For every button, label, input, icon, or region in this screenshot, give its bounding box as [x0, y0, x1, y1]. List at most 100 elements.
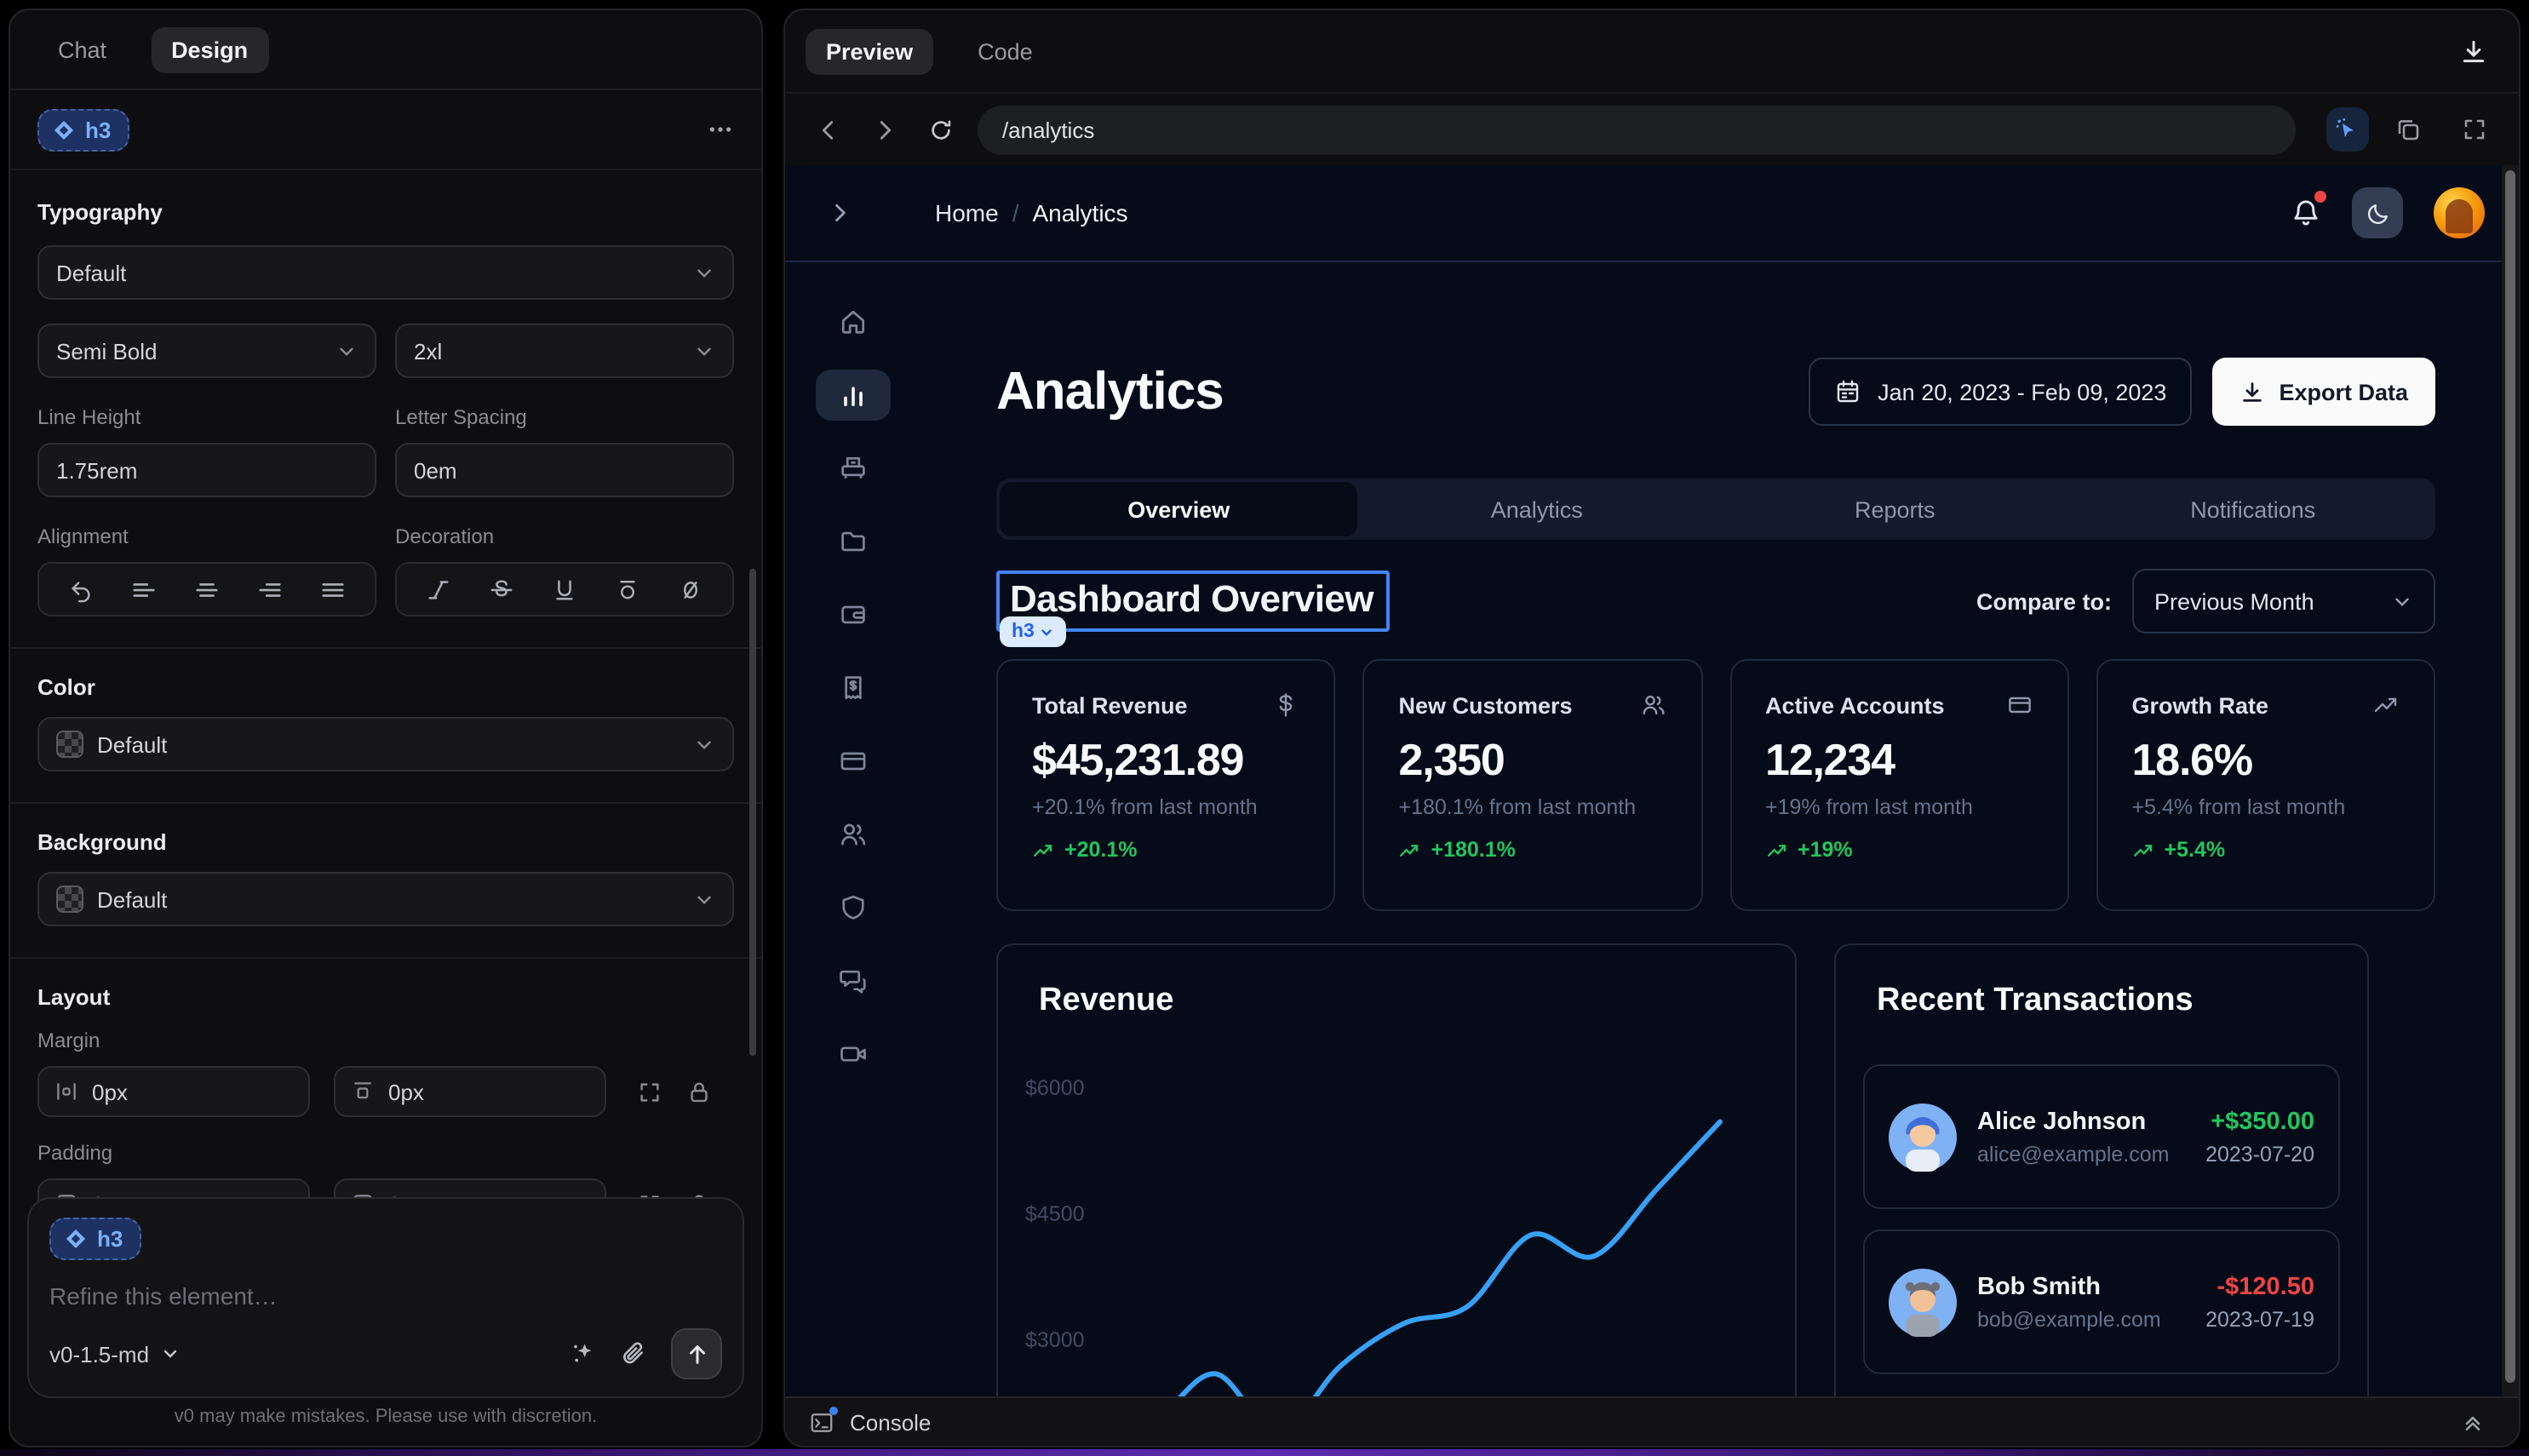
- select-cursor-icon: [2337, 118, 2354, 138]
- align-left-button[interactable]: [122, 569, 166, 610]
- back-button[interactable]: [809, 109, 848, 150]
- italic-button[interactable]: [416, 569, 461, 610]
- notifications-button[interactable]: [2291, 191, 2326, 228]
- copy-button[interactable]: [2388, 109, 2428, 150]
- preview-scrollbar[interactable]: [2502, 165, 2519, 1396]
- revenue-line: [1178, 1119, 1723, 1396]
- page-title: Analytics: [996, 361, 1224, 421]
- font-weight-select[interactable]: Semi Bold: [37, 324, 376, 378]
- tab-analytics[interactable]: Analytics: [1490, 496, 1583, 522]
- chevrons-up-icon: [2465, 1416, 2480, 1431]
- tab-design[interactable]: Design: [151, 26, 269, 72]
- selected-element-row: h3: [10, 90, 761, 170]
- sidebar-item-security[interactable]: [816, 882, 891, 933]
- color-select[interactable]: Default: [37, 717, 734, 771]
- align-justify-button[interactable]: [311, 569, 355, 610]
- tab-overview[interactable]: Overview: [1000, 482, 1358, 536]
- ellipsis-icon: [709, 127, 731, 132]
- console-expand-button[interactable]: [2461, 1410, 2485, 1434]
- margin-x-input[interactable]: 0px: [37, 1066, 310, 1117]
- strikethrough-button[interactable]: [479, 569, 524, 610]
- folder-icon: [841, 531, 865, 552]
- tab-chat[interactable]: Chat: [58, 37, 107, 62]
- fullscreen-button[interactable]: [2456, 109, 2495, 150]
- color-swatch: [56, 731, 83, 758]
- undo-icon: [72, 581, 90, 602]
- alignment-label: Alignment: [37, 525, 129, 548]
- typography-section-label: Typography: [37, 199, 163, 225]
- theme-toggle-button[interactable]: [2352, 187, 2403, 238]
- date-range-picker[interactable]: Jan 20, 2023 - Feb 09, 2023: [1808, 358, 2193, 426]
- browser-toolbar: /analytics: [785, 94, 2519, 165]
- export-data-button[interactable]: Export Data: [2212, 358, 2435, 426]
- background-select[interactable]: Default: [37, 872, 734, 926]
- selected-element-tag[interactable]: h3: [1000, 616, 1067, 647]
- margin-y-input[interactable]: 0px: [334, 1066, 606, 1117]
- chevron-down-icon: [697, 895, 711, 903]
- align-center-button[interactable]: [185, 569, 229, 610]
- margin-expand-button[interactable]: [637, 1079, 662, 1104]
- underline-icon: [556, 579, 573, 599]
- font-size-select[interactable]: 2xl: [395, 324, 734, 378]
- user-avatar[interactable]: [2434, 187, 2485, 238]
- chevron-down-icon: [697, 740, 711, 748]
- font-style-select[interactable]: Default: [37, 245, 734, 300]
- transaction-amount: -$120.50: [2216, 1273, 2315, 1300]
- sidebar-item-customers[interactable]: [816, 809, 891, 860]
- attach-file-button[interactable]: [620, 1340, 647, 1367]
- refine-input[interactable]: Refine this element…: [49, 1282, 278, 1310]
- transaction-amount: +$350.00: [2211, 1108, 2314, 1135]
- sidebar-item-video[interactable]: [816, 1029, 891, 1080]
- dashboard-topnav: Home / Analytics: [785, 165, 2519, 262]
- enhance-prompt-button[interactable]: [569, 1340, 596, 1367]
- sidebar-item-analytics[interactable]: [816, 370, 891, 421]
- selected-element-chip[interactable]: h3: [37, 108, 130, 151]
- reset-alignment-button[interactable]: [59, 569, 103, 610]
- sidebar-item-home[interactable]: [816, 296, 891, 347]
- console-bar[interactable]: Console: [785, 1396, 2519, 1446]
- lock-icon: [691, 1081, 708, 1102]
- bar-chart-icon: [844, 387, 863, 407]
- element-menu-button[interactable]: [707, 116, 734, 143]
- model-select[interactable]: v0-1.5-md: [49, 1341, 180, 1367]
- left-panel-scrollbar[interactable]: [749, 569, 756, 1056]
- sidebar-item-files[interactable]: [816, 516, 891, 567]
- url-input[interactable]: /analytics: [978, 105, 2296, 154]
- bottom-gradient-strip: [0, 1449, 2529, 1456]
- section-heading-selected[interactable]: Dashboard Overview: [996, 570, 1391, 632]
- compare-select[interactable]: Previous Month: [2132, 569, 2435, 633]
- trend-up-icon: [1767, 844, 1786, 856]
- underline-button[interactable]: [542, 569, 587, 610]
- tab-reports[interactable]: Reports: [1854, 496, 1935, 522]
- sidebar-item-cards[interactable]: [816, 736, 891, 787]
- submit-button[interactable]: [671, 1328, 722, 1379]
- align-left-icon: [133, 582, 155, 596]
- overline-button[interactable]: [605, 569, 650, 610]
- sidebar-item-invoices[interactable]: [816, 443, 891, 494]
- messages-icon: [840, 970, 866, 994]
- notification-dot: [2314, 191, 2326, 203]
- download-button[interactable]: [2459, 37, 2488, 66]
- overline-icon: [620, 580, 635, 599]
- composer-element-chip[interactable]: h3: [49, 1218, 142, 1260]
- sidebar-item-wallet[interactable]: [816, 589, 891, 640]
- refresh-button[interactable]: [922, 109, 961, 150]
- no-decoration-button[interactable]: [668, 569, 713, 610]
- tab-code[interactable]: Code: [978, 38, 1033, 64]
- receipt-dollar-icon: [845, 676, 862, 700]
- dollar-icon: [1280, 693, 1293, 717]
- margin-lock-button[interactable]: [686, 1079, 712, 1104]
- padding-expand-button[interactable]: [637, 1191, 662, 1217]
- line-height-input[interactable]: 1.75rem: [37, 443, 376, 497]
- tab-preview[interactable]: Preview: [806, 28, 934, 74]
- forward-button[interactable]: [865, 109, 904, 150]
- align-right-button[interactable]: [248, 569, 292, 610]
- breadcrumb-home[interactable]: Home: [935, 199, 999, 226]
- sidebar-toggle-button[interactable]: [819, 192, 860, 233]
- sidebar-item-billing[interactable]: [816, 662, 891, 714]
- sidebar-item-messages[interactable]: [816, 955, 891, 1006]
- tab-notifications[interactable]: Notifications: [2190, 496, 2316, 522]
- design-mode-cursor-button[interactable]: [2325, 107, 2369, 152]
- letter-spacing-input[interactable]: 0em: [395, 443, 734, 497]
- revenue-chart-title: Revenue: [1039, 983, 1174, 1018]
